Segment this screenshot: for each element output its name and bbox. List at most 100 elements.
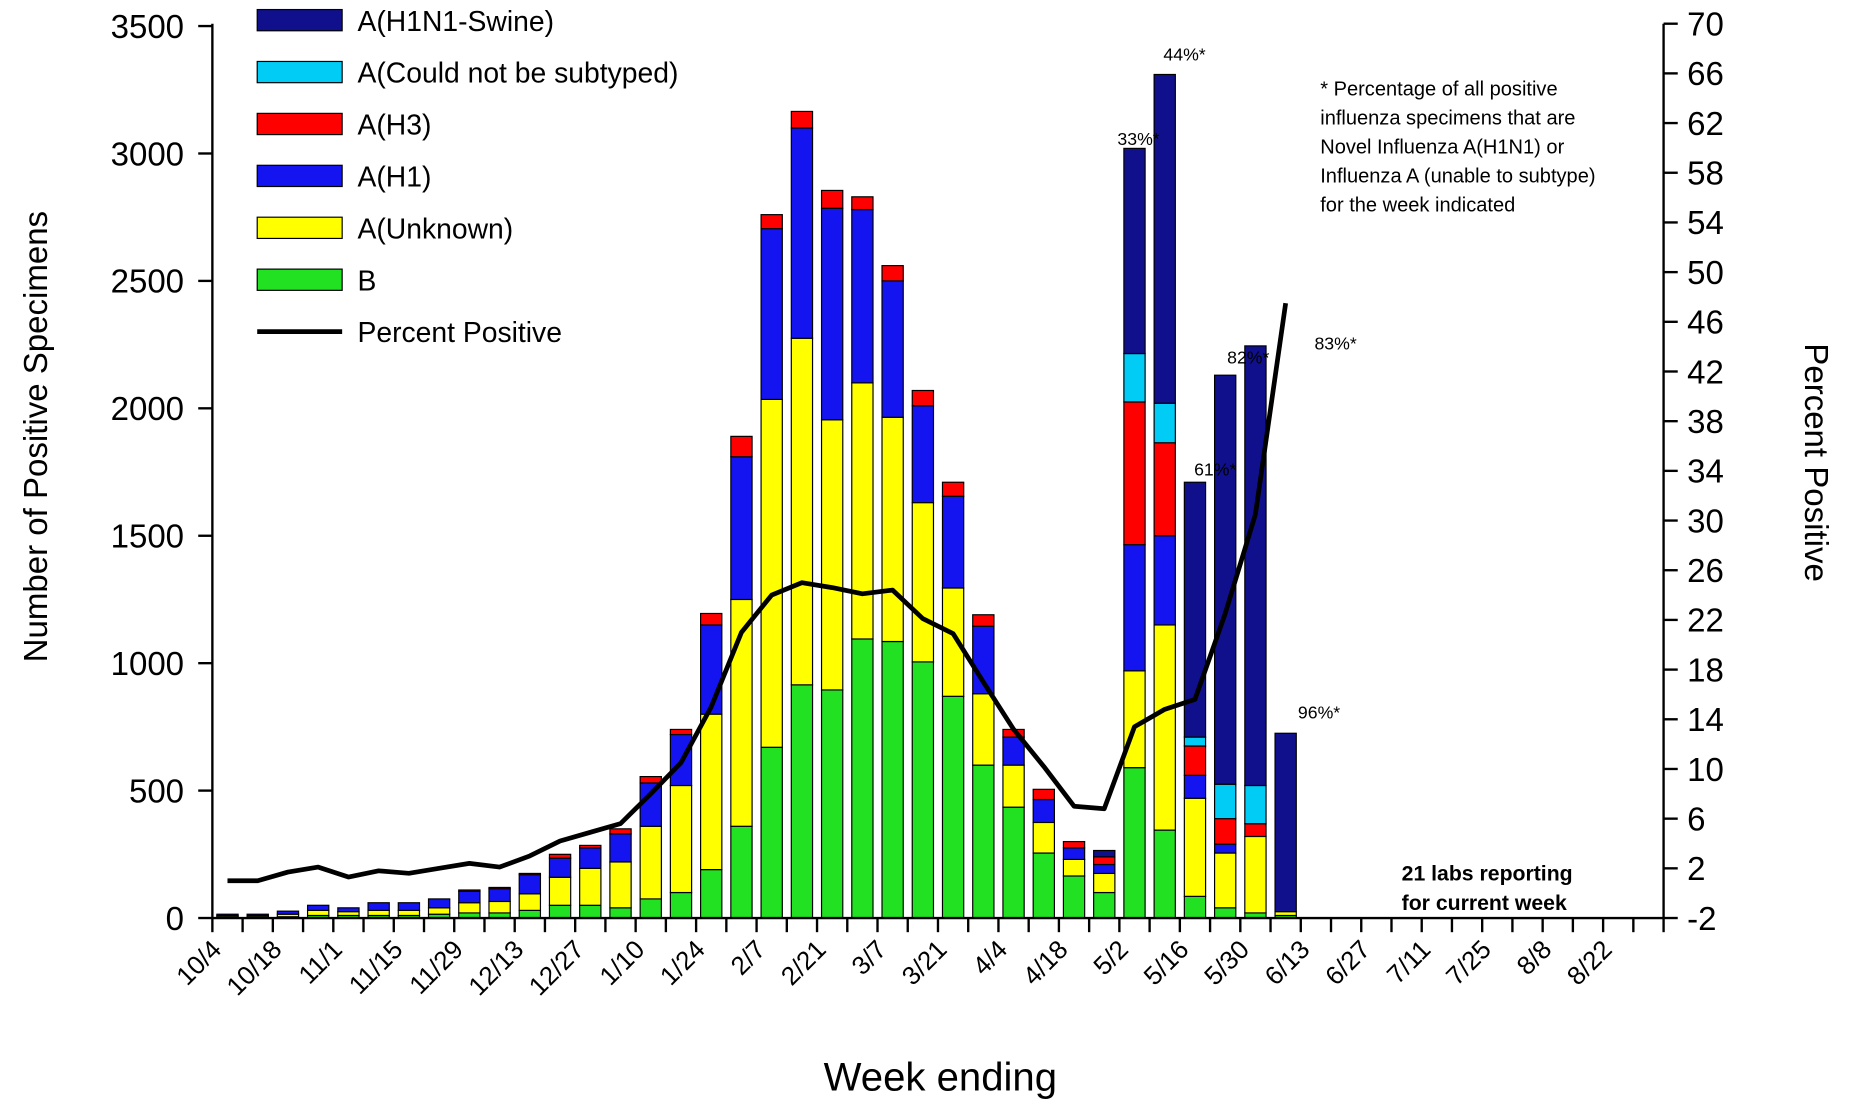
x-tick-label: 10/18 xyxy=(222,936,288,1002)
bar-segment xyxy=(579,867,602,906)
bar-segment xyxy=(1032,798,1056,824)
bar-segment xyxy=(1183,797,1207,897)
legend-swatch xyxy=(256,164,343,188)
bar-segment xyxy=(669,784,693,894)
bar-segment xyxy=(851,208,874,384)
y2-tick-label: 50 xyxy=(1687,254,1724,291)
bar-segment xyxy=(911,502,935,663)
y-tick-label: 1500 xyxy=(111,518,184,555)
bar-segment xyxy=(1093,856,1116,866)
bar-segment xyxy=(216,913,239,917)
labs-note: 21 labs reporting xyxy=(1402,862,1573,885)
y2-tick-label: -2 xyxy=(1687,900,1716,937)
bar-segment xyxy=(1213,907,1237,919)
x-tick-label: 12/27 xyxy=(524,936,590,1002)
y2-tick-label: 10 xyxy=(1687,751,1724,788)
x-tick-label: 4/4 xyxy=(968,936,1013,981)
bar-segment xyxy=(1123,767,1146,919)
bar-segment xyxy=(1123,544,1146,672)
bar-segment xyxy=(579,844,602,849)
bar-segment xyxy=(972,764,995,919)
bar-segment xyxy=(700,869,723,919)
bar-segment xyxy=(1213,818,1237,845)
bar-segment xyxy=(1153,624,1176,831)
x-tick-label: 10/4 xyxy=(172,936,227,991)
bar-segment xyxy=(488,888,511,903)
bar-segment xyxy=(760,214,783,230)
bar-segment xyxy=(639,898,662,919)
note-line: Novel Influenza A(H1N1) or xyxy=(1320,136,1564,158)
bar-segment xyxy=(1062,875,1086,919)
bar-segment xyxy=(1153,829,1176,919)
y-tick-label: 3500 xyxy=(111,8,184,45)
bar-segment xyxy=(579,904,602,919)
y-tick-label: 500 xyxy=(129,772,184,809)
legend-label: A(Could not be subtyped) xyxy=(357,57,678,89)
x-tick-label: 7/25 xyxy=(1441,936,1496,991)
bar-segment xyxy=(700,612,723,626)
bar-segment xyxy=(1274,732,1297,913)
bar-segment xyxy=(972,614,995,627)
legend-label: A(H3) xyxy=(357,109,431,141)
bar-segment xyxy=(548,857,572,878)
x-tick-label: 5/30 xyxy=(1199,936,1254,991)
bar-segment xyxy=(1062,858,1086,877)
x-tick-label: 1/10 xyxy=(595,936,650,991)
bar-segment xyxy=(820,189,844,209)
bar-segment xyxy=(1062,840,1086,849)
y-tick-label: 2500 xyxy=(111,263,184,300)
bar-segment xyxy=(1123,352,1146,403)
x-tick-label: 3/7 xyxy=(847,936,892,981)
bar-segment xyxy=(790,337,814,686)
y2-tick-label: 46 xyxy=(1687,304,1724,341)
bar-segment xyxy=(1213,852,1237,909)
bar-segment xyxy=(1093,891,1116,919)
y2-tick-label: 2 xyxy=(1687,850,1705,887)
bar-segment xyxy=(851,196,874,211)
legend-label: A(H1N1-Swine) xyxy=(357,5,554,37)
bar-segment xyxy=(518,893,542,911)
bar-segment xyxy=(609,861,632,909)
y2-tick-label: 6 xyxy=(1687,800,1705,837)
y2-tick-label: 30 xyxy=(1687,502,1724,539)
x-tick-label: 1/24 xyxy=(655,936,710,991)
bar-segment xyxy=(306,904,330,911)
y2-axis-title: Percent Positive xyxy=(1798,343,1835,582)
y2-tick-label: 54 xyxy=(1687,204,1724,241)
bar-segment xyxy=(972,693,995,766)
y2-tick-label: 62 xyxy=(1687,105,1724,142)
bar-segment xyxy=(246,913,269,917)
legend-swatch xyxy=(256,60,343,84)
y2-tick-label: 22 xyxy=(1687,602,1724,639)
bar-segment xyxy=(669,728,693,736)
note-line: for the week indicated xyxy=(1320,194,1515,216)
x-tick-label: 2/7 xyxy=(726,936,771,981)
bar-segment xyxy=(1183,745,1207,776)
bar-segment xyxy=(337,907,360,913)
y2-tick-label: 58 xyxy=(1687,155,1724,192)
bar-segment xyxy=(730,456,753,601)
x-tick-label: 11/29 xyxy=(405,936,469,1000)
x-axis-title: Week ending xyxy=(824,1055,1057,1099)
x-tick-label: 2/21 xyxy=(776,936,831,991)
x-tick-label: 6/13 xyxy=(1260,936,1315,991)
bar-segment xyxy=(1093,863,1116,875)
bar-segment xyxy=(941,481,965,497)
bar-segment xyxy=(1244,835,1267,914)
bar-segment xyxy=(760,398,783,748)
bar-segment xyxy=(881,280,904,418)
x-tick-label: 12/13 xyxy=(464,936,530,1002)
bar-segment xyxy=(276,910,300,915)
bar-segment xyxy=(427,907,451,915)
legend-label: Percent Positive xyxy=(357,316,561,348)
bar-segment xyxy=(367,909,390,917)
bar-segment xyxy=(790,127,814,339)
bar-segment xyxy=(1093,849,1116,858)
x-tick-label: 4/18 xyxy=(1018,936,1073,991)
bar-segment xyxy=(1032,821,1056,854)
bar-segment xyxy=(881,640,904,919)
bar-segment xyxy=(911,389,935,407)
annotation: 83%* xyxy=(1314,333,1356,353)
bar-segment xyxy=(458,889,481,892)
